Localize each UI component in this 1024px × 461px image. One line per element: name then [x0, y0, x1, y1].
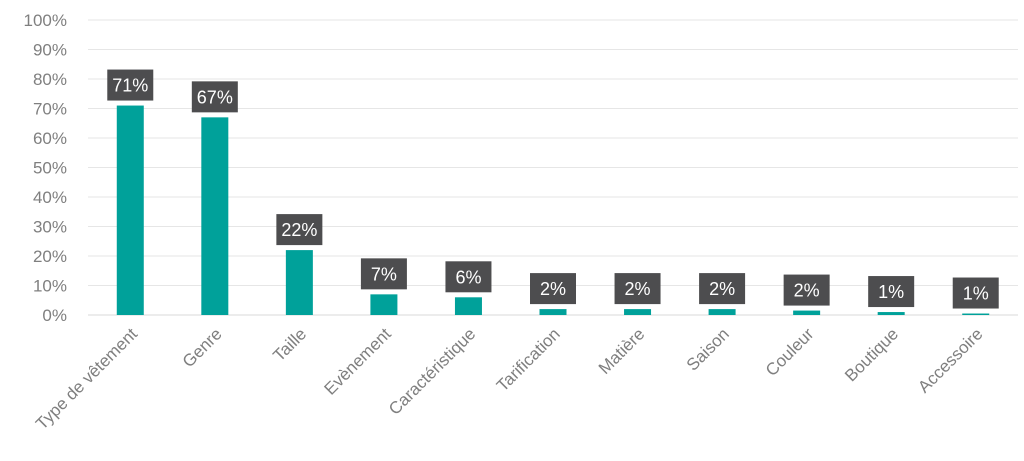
data-label-text: 2%: [794, 281, 820, 301]
bar: [793, 310, 821, 315]
data-label: 2%: [530, 273, 576, 305]
bar: [116, 105, 144, 315]
data-label: 1%: [868, 276, 915, 308]
data-label-text: 7%: [371, 264, 397, 284]
x-category-label: Type de vêtement: [32, 324, 141, 433]
y-tick-label: 90%: [33, 41, 67, 60]
bar: [454, 297, 482, 315]
y-tick-label: 70%: [33, 100, 67, 119]
bars: [116, 105, 990, 315]
data-label-box: [445, 261, 492, 293]
data-label-text: 2%: [540, 279, 566, 299]
y-tick-label: 40%: [33, 188, 67, 207]
x-category-label: Saison: [683, 324, 733, 374]
x-category-label: Couleur: [762, 324, 818, 380]
x-category-label: Boutique: [841, 324, 902, 385]
x-axis-category-labels: Type de vêtement Genre Taille EvènementCara…: [32, 324, 986, 433]
data-label: 67%: [191, 81, 238, 113]
data-label-text: 1%: [878, 282, 904, 302]
x-category-label: Accessoire: [914, 324, 986, 396]
data-label: 2%: [614, 273, 661, 305]
data-label-box: [276, 214, 323, 246]
data-label-text: 67%: [197, 87, 233, 107]
gridlines: [88, 19, 1018, 316]
data-label: 2%: [783, 274, 830, 306]
data-label-box: [868, 276, 915, 308]
data-label-box: [952, 277, 999, 309]
y-tick-label: 20%: [33, 247, 67, 266]
data-label-box: [360, 258, 407, 290]
bar: [624, 309, 652, 315]
y-tick-label: 100%: [24, 11, 67, 30]
data-label-text: 71%: [112, 76, 148, 96]
bar: [285, 250, 313, 315]
x-category-label: Caractéristique: [385, 324, 479, 418]
data-label-text: 1%: [963, 284, 989, 304]
data-label-box: [191, 81, 238, 113]
data-label-text: 2%: [709, 279, 735, 299]
data-label-box: [783, 274, 830, 306]
y-tick-label: 50%: [33, 159, 67, 178]
data-label-box: [530, 273, 576, 305]
bar: [370, 294, 398, 315]
data-label: 6%: [445, 261, 492, 293]
x-category-label: Tarification: [493, 324, 564, 395]
data-label-box: [699, 273, 746, 305]
data-label: 1%: [952, 277, 999, 309]
x-category-label: Genre: [179, 324, 226, 371]
data-label: 22%: [276, 214, 323, 246]
data-label-text: 2%: [625, 279, 651, 299]
bar: [201, 117, 229, 315]
x-category-label: Taille: [269, 324, 310, 365]
x-category-label: Matière: [595, 324, 649, 378]
y-axis-tick-labels: 0% 10% 20% 30% 40% 50% 60% 70% 80% 90% 100%: [24, 11, 67, 325]
data-label-text: 22%: [281, 220, 317, 240]
bar: [708, 309, 736, 315]
y-tick-label: 60%: [33, 129, 67, 148]
data-label: 71%: [107, 69, 154, 101]
y-tick-label: 80%: [33, 70, 67, 89]
data-label-text: 6%: [455, 267, 481, 287]
y-tick-label: 0%: [42, 306, 67, 325]
y-tick-label: 10%: [33, 277, 67, 296]
bar: [877, 312, 905, 315]
data-label-box: [614, 273, 661, 305]
data-label: 7%: [360, 258, 407, 290]
data-label: 2%: [699, 273, 746, 305]
x-category-label: Evènement: [320, 324, 394, 398]
data-label-box: [107, 69, 154, 101]
bar: [539, 309, 567, 315]
bar: [962, 313, 990, 315]
data-labels: 71% 67% 22% 7% 6% 2% 2% 2% 2% 1% 1%: [107, 69, 999, 309]
y-tick-label: 30%: [33, 218, 67, 237]
